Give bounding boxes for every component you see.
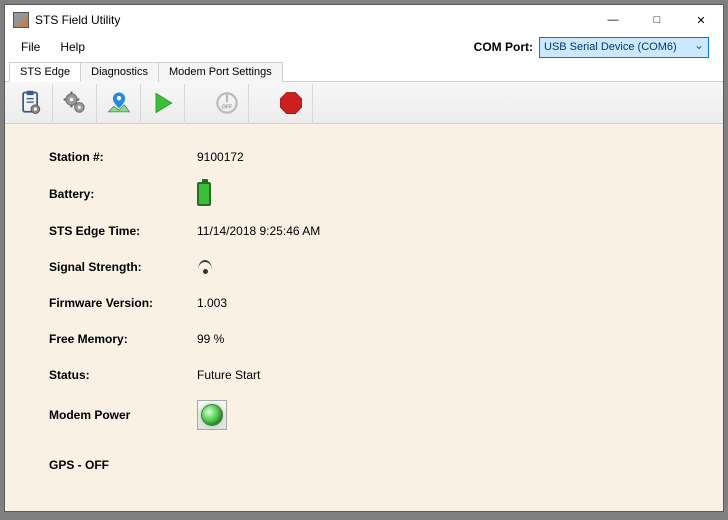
station-label: Station #: (49, 150, 197, 164)
stop-icon (277, 89, 305, 117)
menu-file[interactable]: File (11, 37, 50, 57)
comport-label: COM Port: (474, 40, 533, 54)
status-value: Future Start (197, 368, 260, 382)
stop-button[interactable] (269, 84, 313, 122)
row-firmware: Firmware Version: 1.003 (49, 292, 723, 314)
svg-text:OFF: OFF (221, 104, 232, 110)
power-off-icon: OFF (213, 89, 241, 117)
window-title: STS Field Utility (35, 13, 591, 27)
tab-diagnostics[interactable]: Diagnostics (80, 62, 159, 82)
signal-strength-icon (197, 260, 215, 274)
menubar: File Help COM Port: USB Serial Device (C… (5, 35, 723, 59)
gps-status: GPS - OFF (49, 458, 723, 472)
battery-icon (197, 182, 211, 206)
modem-power-led-icon (201, 404, 223, 426)
row-modem-power: Modem Power (49, 400, 723, 430)
play-icon (149, 89, 177, 117)
comport-select[interactable]: USB Serial Device (COM6) (539, 37, 709, 58)
clipboard-settings-icon (17, 89, 45, 117)
modem-power-button[interactable] (197, 400, 227, 430)
battery-label: Battery: (49, 187, 197, 201)
row-battery: Battery: (49, 182, 723, 206)
gears-button[interactable] (53, 84, 97, 122)
minimize-button[interactable]: — (591, 6, 635, 34)
app-icon (13, 12, 29, 28)
modem-power-value (197, 400, 227, 430)
modem-power-label: Modem Power (49, 408, 197, 422)
station-value: 9100172 (197, 150, 244, 164)
play-button[interactable] (141, 84, 185, 122)
power-off-button[interactable]: OFF (205, 84, 249, 122)
row-station: Station #: 9100172 (49, 146, 723, 168)
tab-sts-edge[interactable]: STS Edge (9, 62, 81, 82)
status-label: Status: (49, 368, 197, 382)
firmware-value: 1.003 (197, 296, 227, 310)
battery-value (197, 182, 211, 206)
tab-modem-settings[interactable]: Modem Port Settings (158, 62, 283, 82)
row-status: Status: Future Start (49, 364, 723, 386)
window-controls: — □ ✕ (591, 6, 723, 34)
row-memory: Free Memory: 99 % (49, 328, 723, 350)
memory-value: 99 % (197, 332, 224, 346)
comport-value: USB Serial Device (COM6) (544, 41, 677, 53)
row-time: STS Edge Time: 11/14/2018 9:25:46 AM (49, 220, 723, 242)
memory-label: Free Memory: (49, 332, 197, 346)
firmware-label: Firmware Version: (49, 296, 197, 310)
time-value: 11/14/2018 9:25:46 AM (197, 224, 320, 238)
comport-area: COM Port: USB Serial Device (COM6) (474, 37, 717, 58)
clipboard-settings-button[interactable] (9, 84, 53, 122)
content-panel: Station #: 9100172 Battery: STS Edge Tim… (5, 124, 723, 511)
map-pin-button[interactable] (97, 84, 141, 122)
toolbar: OFF (5, 82, 723, 124)
map-pin-icon (105, 89, 133, 117)
signal-label: Signal Strength: (49, 260, 197, 274)
maximize-button[interactable]: □ (635, 6, 679, 34)
titlebar: STS Field Utility — □ ✕ (5, 5, 723, 35)
close-button[interactable]: ✕ (679, 6, 723, 34)
menu-help[interactable]: Help (50, 37, 95, 57)
tab-row: STS Edge Diagnostics Modem Port Settings (5, 59, 723, 82)
row-signal: Signal Strength: (49, 256, 723, 278)
signal-value (197, 260, 215, 274)
time-label: STS Edge Time: (49, 224, 197, 238)
gears-icon (61, 89, 89, 117)
app-window: STS Field Utility — □ ✕ File Help COM Po… (4, 4, 724, 512)
